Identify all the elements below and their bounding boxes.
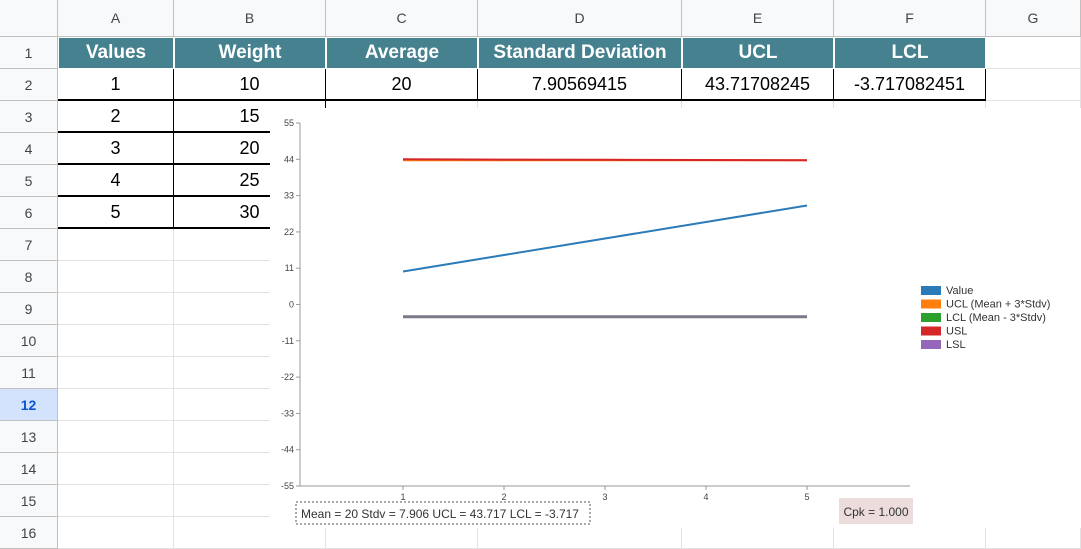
legend-swatch	[921, 313, 941, 322]
cell-A16[interactable]	[58, 517, 174, 549]
y-tick-label: 33	[284, 191, 294, 201]
row-header-4[interactable]: 4	[0, 133, 58, 165]
cell-A15[interactable]	[58, 485, 174, 517]
cell-A10[interactable]	[58, 325, 174, 357]
y-tick-label: -11	[282, 336, 294, 346]
row-header-8[interactable]: 8	[0, 261, 58, 293]
cell-D2[interactable]: 7.90569415	[478, 69, 682, 101]
cell-B1[interactable]: Weight	[174, 37, 326, 69]
row-header-6[interactable]: 6	[0, 197, 58, 229]
y-tick-label: -22	[281, 372, 294, 382]
legend-label: LCL (Mean - 3*Stdv)	[946, 312, 1046, 324]
y-tick-label: 22	[284, 227, 294, 237]
legend-swatch	[921, 326, 941, 336]
series-line-0	[402, 204, 808, 273]
row-header-15[interactable]: 15	[0, 485, 58, 517]
y-tick-label: 44	[284, 154, 294, 164]
legend-label: USL	[946, 326, 967, 338]
select-all-corner[interactable]	[0, 0, 58, 37]
row-header-12[interactable]: 12	[0, 389, 58, 421]
x-tick-label: 4	[703, 492, 708, 502]
control-chart[interactable]: 55 44 33 22 11 0 -11 -22 -33 -44 -55 1 2 3 4 5 Value UCL …	[270, 108, 1081, 528]
cell-A7[interactable]	[58, 229, 174, 261]
row-header-16[interactable]: 16	[0, 517, 58, 549]
stats-label: Mean = 20 Stdv = 7.906 UCL = 43.717 LCL …	[301, 507, 579, 521]
y-tick-label: -33	[281, 408, 294, 418]
cell-F2[interactable]: -3.717082451	[834, 69, 986, 101]
cell-A12[interactable]	[58, 389, 174, 421]
cell-G2[interactable]	[986, 69, 1081, 101]
legend-swatch	[921, 340, 941, 349]
legend-swatch	[921, 286, 941, 295]
y-tick-label: 55	[284, 118, 294, 128]
column-header-D[interactable]: D	[478, 0, 682, 37]
cell-A3[interactable]: 2	[58, 101, 174, 133]
cell-A4[interactable]: 3	[58, 133, 174, 165]
cell-A13[interactable]	[58, 421, 174, 453]
cell-A9[interactable]	[58, 293, 174, 325]
legend-label: LSL	[946, 339, 966, 351]
row-header-7[interactable]: 7	[0, 229, 58, 261]
y-tick-label: 0	[289, 300, 294, 310]
y-tick-label: -44	[281, 445, 294, 455]
cpk-label: Cpk = 1.000	[843, 505, 908, 519]
row-header-14[interactable]: 14	[0, 453, 58, 485]
cell-A6[interactable]: 5	[58, 197, 174, 229]
series-line-3	[402, 158, 808, 162]
x-tick-label: 2	[501, 492, 506, 502]
row-header-5[interactable]: 5	[0, 165, 58, 197]
stats-box	[295, 501, 591, 525]
cell-A14[interactable]	[58, 453, 174, 485]
y-tick-label: 11	[285, 263, 294, 273]
legend-label: Value	[946, 285, 973, 297]
row-header-11[interactable]: 11	[0, 357, 58, 389]
row-header-3[interactable]: 3	[0, 101, 58, 133]
column-header-F[interactable]: F	[834, 0, 986, 37]
cell-A11[interactable]	[58, 357, 174, 389]
row-header-2[interactable]: 2	[0, 69, 58, 101]
column-header-E[interactable]: E	[682, 0, 834, 37]
cell-A2[interactable]: 1	[58, 69, 174, 101]
cell-A1[interactable]: Values	[58, 37, 174, 69]
cell-A5[interactable]: 4	[58, 165, 174, 197]
column-header-G[interactable]: G	[986, 0, 1081, 37]
column-header-A[interactable]: A	[58, 0, 174, 37]
x-tick-label: 1	[400, 492, 405, 502]
cell-B2[interactable]: 10	[174, 69, 326, 101]
cell-A8[interactable]	[58, 261, 174, 293]
cell-F1[interactable]: LCL	[834, 37, 986, 69]
cell-E1[interactable]: UCL	[682, 37, 834, 69]
cpk-box	[839, 498, 913, 524]
cell-D1[interactable]: Standard Deviation	[478, 37, 682, 69]
x-tick-label: 5	[804, 492, 809, 502]
row-header-13[interactable]: 13	[0, 421, 58, 453]
column-header-B[interactable]: B	[174, 0, 326, 37]
legend-label: UCL (Mean + 3*Stdv)	[946, 299, 1050, 311]
cell-E2[interactable]: 43.71708245	[682, 69, 834, 101]
legend-swatch	[921, 299, 941, 309]
x-tick-label: 3	[602, 492, 607, 502]
column-header-C[interactable]: C	[326, 0, 478, 37]
cell-C2[interactable]: 20	[326, 69, 478, 101]
y-tick-label: -55	[281, 481, 294, 491]
row-header-10[interactable]: 10	[0, 325, 58, 357]
cell-G1[interactable]	[986, 37, 1081, 69]
row-header-1[interactable]: 1	[0, 37, 58, 69]
cell-C1[interactable]: Average	[326, 37, 478, 69]
row-header-9[interactable]: 9	[0, 293, 58, 325]
